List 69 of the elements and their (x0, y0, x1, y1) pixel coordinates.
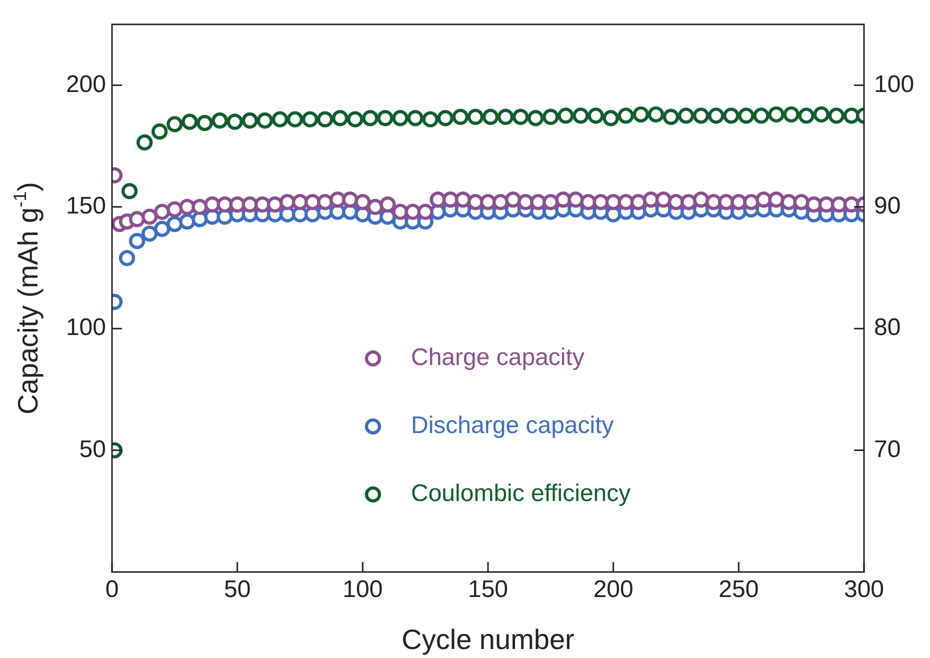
point (286, 111, 304, 128)
point (813, 106, 830, 123)
point (783, 106, 800, 123)
point (212, 112, 228, 129)
point (768, 106, 784, 123)
point (602, 110, 619, 126)
point (332, 110, 348, 126)
point (226, 114, 243, 130)
x-axis-title: Cycle number (402, 624, 574, 655)
legend-label: Charge capacity (411, 344, 584, 372)
point (497, 108, 514, 125)
point (302, 111, 318, 128)
legend-label: Coulombic efficiency (411, 480, 631, 508)
point (618, 108, 634, 124)
point (316, 111, 334, 128)
y-tick-label: 150 (66, 192, 106, 220)
y2-tick-label: 70 (874, 436, 901, 463)
y-tick-label: 200 (66, 70, 106, 98)
point (256, 112, 274, 129)
point (738, 108, 754, 124)
x-tick-label: 250 (718, 576, 759, 604)
y-tick-label: 50 (79, 436, 106, 463)
point (512, 108, 529, 125)
point (136, 134, 153, 151)
point (723, 108, 740, 124)
point (182, 114, 198, 130)
point (843, 108, 860, 124)
point (678, 108, 694, 124)
point (242, 112, 258, 129)
point (407, 110, 424, 126)
point (166, 116, 183, 132)
point (152, 123, 168, 140)
x-tick-label: 50 (224, 576, 251, 604)
point (437, 110, 454, 126)
y-tick-label: 100 (66, 314, 106, 342)
point (572, 108, 589, 124)
y2-tick-label: 80 (874, 314, 901, 342)
point (196, 114, 213, 132)
y2-tick-label: 90 (874, 192, 901, 220)
point (121, 183, 138, 200)
point (377, 110, 394, 126)
point (392, 110, 408, 126)
x-tick-label: 100 (342, 576, 383, 604)
y-axis-title: Capacity (mAh g-1) (10, 182, 44, 414)
point (542, 108, 559, 125)
point (558, 108, 574, 124)
point (692, 108, 710, 124)
y2-tick-label: 100 (874, 70, 914, 98)
point (828, 108, 845, 124)
point (753, 108, 770, 124)
point (362, 110, 378, 126)
point (347, 111, 364, 128)
point (632, 106, 650, 123)
point (452, 108, 469, 125)
x-tick-label: 300 (844, 576, 884, 604)
point (662, 108, 680, 125)
point (798, 108, 814, 124)
x-tick-label: 0 (105, 576, 119, 604)
point (467, 108, 484, 125)
point (708, 108, 724, 124)
point (528, 110, 544, 126)
x-tick-label: 150 (468, 576, 508, 604)
point (588, 108, 604, 124)
point (482, 108, 499, 125)
point (272, 111, 288, 128)
point (422, 111, 438, 128)
legend-label: Discharge capacity (411, 412, 614, 440)
point (648, 106, 664, 123)
x-tick-label: 200 (593, 576, 634, 604)
